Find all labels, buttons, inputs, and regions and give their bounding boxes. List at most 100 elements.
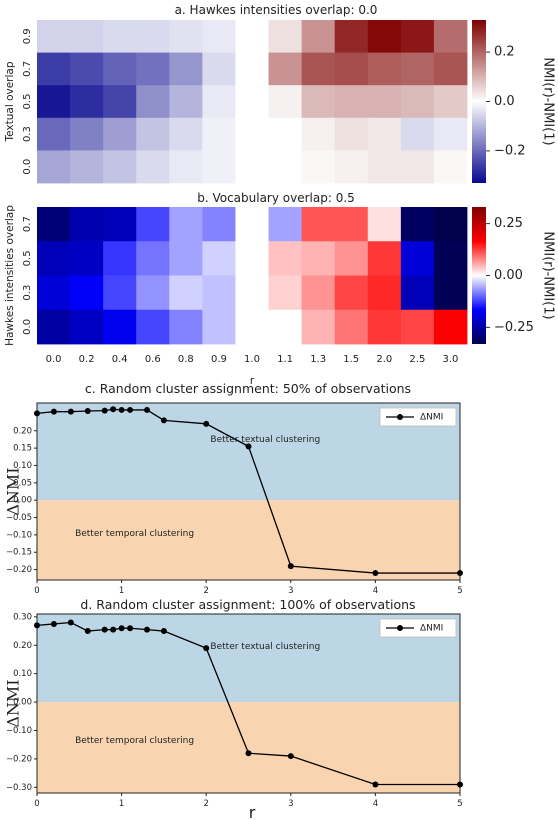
data-point bbox=[245, 750, 252, 757]
heatmap-cell bbox=[433, 275, 468, 311]
heatmap-cell bbox=[433, 241, 468, 276]
region-label-textual: Better textual clustering bbox=[210, 435, 320, 445]
x-tick-label: 4 bbox=[373, 799, 378, 809]
x-tick-label: 0 bbox=[34, 799, 39, 809]
heatmap-cell bbox=[400, 20, 435, 53]
x-tick-label: 4 bbox=[373, 586, 378, 596]
heatmap-cell bbox=[136, 85, 170, 119]
colorbar-tick-label: −0.2 bbox=[494, 143, 526, 158]
heatmap-cell bbox=[136, 117, 170, 151]
heatmap-cell bbox=[235, 150, 269, 184]
heatmap-cell bbox=[367, 241, 402, 276]
heatmap-cell bbox=[70, 309, 104, 345]
heatmap-cell bbox=[400, 309, 435, 345]
heatmap-cell bbox=[169, 85, 203, 119]
region-band bbox=[37, 702, 460, 793]
data-point bbox=[110, 406, 117, 413]
heatmap-cell bbox=[136, 241, 170, 276]
heatmap-cell bbox=[301, 241, 336, 276]
heatmap-cell bbox=[169, 117, 203, 151]
heatmap-cell bbox=[70, 150, 104, 184]
y-tick-label: −0.15 bbox=[6, 548, 32, 558]
data-point bbox=[118, 406, 125, 413]
heatmap-cell bbox=[433, 207, 468, 242]
x-tick-label: 1.5 bbox=[343, 354, 359, 365]
heatmap-cell bbox=[301, 117, 336, 151]
heatmap-cell bbox=[37, 85, 71, 119]
y-tick-label: −0.10 bbox=[6, 530, 32, 540]
colorbar bbox=[472, 207, 486, 344]
y-tick-label: 0.00 bbox=[13, 496, 32, 506]
y-tick-label: 0.20 bbox=[13, 426, 32, 436]
y-tick-label: 0.5 bbox=[22, 94, 33, 110]
heatmap-cell bbox=[169, 150, 203, 184]
legend-box bbox=[379, 618, 457, 638]
heatmap-cell bbox=[235, 117, 269, 151]
colorbar-tick-label: 0.0 bbox=[494, 94, 515, 109]
heatmap-cell bbox=[37, 52, 71, 86]
heatmap-cell bbox=[235, 275, 269, 311]
heatmap-cell bbox=[268, 150, 303, 184]
x-tick-label: 0.6 bbox=[145, 354, 161, 365]
heatmap-cell bbox=[136, 20, 170, 53]
heatmap-cell bbox=[400, 117, 435, 151]
x-tick-label: 1.0 bbox=[244, 354, 260, 365]
heatmap-cell bbox=[103, 309, 137, 345]
y-tick-label: 0.10 bbox=[13, 669, 32, 679]
y-tick-label: 0.7 bbox=[22, 61, 33, 77]
x-tick-label: 3 bbox=[288, 586, 293, 596]
heatmap-cell bbox=[334, 309, 369, 345]
heatmap-cell bbox=[268, 241, 303, 276]
y-tick-label: 0.0 bbox=[22, 159, 33, 175]
heatmap-cell bbox=[367, 52, 402, 86]
x-tick-label: 0.9 bbox=[211, 354, 227, 365]
heatmap-cell bbox=[37, 275, 71, 311]
data-point bbox=[110, 626, 117, 633]
heatmap-cell bbox=[268, 117, 303, 151]
x-tick-label: 2.0 bbox=[376, 354, 392, 365]
heatmap-cell bbox=[400, 275, 435, 311]
heatmap-cell bbox=[400, 85, 435, 119]
heatmap-cell bbox=[103, 275, 137, 311]
heatmap-cell bbox=[202, 241, 236, 276]
heatmap-cell bbox=[103, 85, 137, 119]
y-tick-label: 0.05 bbox=[13, 478, 32, 488]
data-point bbox=[67, 408, 74, 415]
colorbar-tick-label: 0.2 bbox=[494, 45, 515, 60]
x-tick-label: 1 bbox=[119, 799, 124, 809]
y-axis-label: Hawkes intensities overlap bbox=[4, 205, 16, 346]
region-band bbox=[37, 500, 460, 580]
heatmap-cell bbox=[433, 117, 468, 151]
heatmap-cell bbox=[334, 117, 369, 151]
legend-label: ΔNMI bbox=[420, 413, 443, 423]
data-point bbox=[203, 420, 210, 427]
heatmap-cell bbox=[103, 150, 137, 184]
heatmap-cell bbox=[268, 85, 303, 119]
x-tick-label: 0 bbox=[34, 586, 39, 596]
y-axis-label: ΔNMI bbox=[4, 679, 23, 727]
heatmap-cell bbox=[400, 52, 435, 86]
data-point bbox=[50, 620, 57, 627]
x-tick-label: 1 bbox=[119, 586, 124, 596]
y-tick-label: 0.20 bbox=[13, 641, 32, 651]
x-tick-label: 0.8 bbox=[178, 354, 194, 365]
heatmap-cell bbox=[301, 52, 336, 86]
colorbar-tick-label: −0.25 bbox=[494, 320, 534, 335]
heatmap-cell bbox=[301, 207, 336, 242]
heatmap-cell bbox=[367, 117, 402, 151]
y-tick-label: 0.10 bbox=[13, 461, 32, 471]
y-tick-label: 0.3 bbox=[22, 285, 33, 301]
data-point bbox=[143, 406, 150, 413]
x-tick-label: 3 bbox=[288, 799, 293, 809]
data-point bbox=[84, 407, 91, 414]
y-tick-label: 0.30 bbox=[13, 612, 32, 622]
data-point bbox=[287, 563, 294, 570]
y-tick-label: 0.7 bbox=[22, 216, 33, 232]
y-tick-label: −0.10 bbox=[6, 726, 32, 736]
heatmap-cell bbox=[433, 20, 468, 53]
heatmap-title: b. Vocabulary overlap: 0.5 bbox=[197, 191, 355, 205]
heatmap-cell bbox=[334, 150, 369, 184]
heatmap-cell bbox=[433, 309, 468, 345]
heatmap-cell bbox=[268, 52, 303, 86]
